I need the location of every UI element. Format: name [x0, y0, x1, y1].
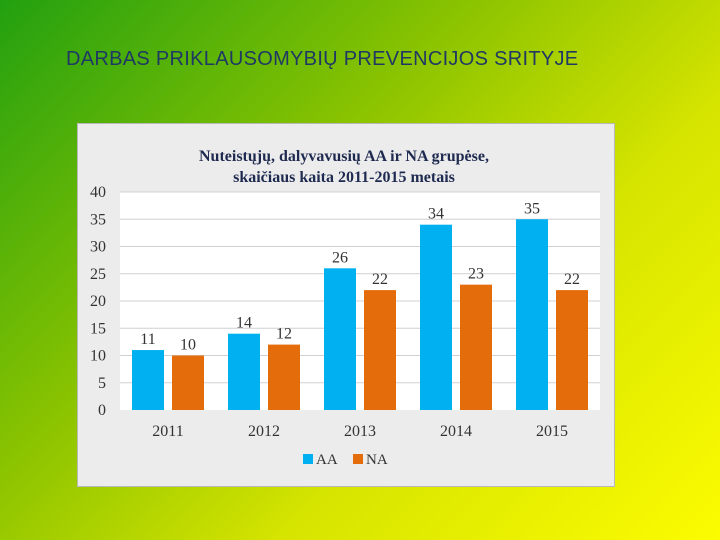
bar-aa-2012	[228, 333, 260, 410]
x-axis-ticks: 2011 2012 2013 2014 2015	[152, 423, 568, 440]
y-tick-label: 40	[90, 184, 106, 201]
y-tick-label: 35	[90, 211, 106, 228]
x-tick-label: 2013	[344, 423, 376, 440]
bar-aa-2014	[420, 224, 452, 410]
y-tick-label: 30	[90, 239, 106, 256]
bar-na-2011	[172, 355, 204, 410]
legend-label-aa: AA	[316, 452, 338, 468]
legend-swatch-na	[353, 454, 363, 464]
data-label: 22	[372, 271, 388, 288]
y-tick-label: 15	[90, 320, 106, 337]
legend-swatch-aa	[303, 454, 313, 464]
bar-na-2015	[556, 290, 588, 410]
data-label: 11	[140, 331, 155, 348]
y-tick-label: 20	[90, 293, 106, 310]
bars	[132, 219, 588, 410]
chart-title-line-1: Nuteistųjų, dalyvavusių AA ir NA grupėse…	[199, 148, 489, 165]
bar-na-2012	[268, 344, 300, 410]
bar-aa-2013	[324, 268, 356, 410]
y-axis-ticks: 0 5 10 15 20 25 30 35 40	[90, 184, 106, 419]
bar-chart: Nuteistųjų, dalyvavusių AA ir NA grupėse…	[90, 148, 600, 468]
data-label: 12	[276, 326, 292, 343]
data-labels: 11 10 14 12 26 22 34 23 35 22	[140, 200, 580, 353]
y-tick-label: 5	[98, 375, 106, 392]
y-tick-label: 10	[90, 348, 106, 365]
legend-label-na: NA	[366, 452, 388, 468]
bar-na-2013	[364, 290, 396, 410]
data-label: 10	[180, 337, 196, 354]
chart-title-line-2: skaičiaus kaita 2011-2015 metais	[233, 169, 455, 186]
data-label: 23	[468, 266, 484, 283]
data-label: 34	[428, 206, 444, 223]
slide-title: DARBAS PRIKLAUSOMYBIŲ PREVENCIJOS SRITYJ…	[66, 48, 579, 70]
data-label: 22	[564, 271, 580, 288]
bar-na-2014	[460, 284, 492, 410]
bar-aa-2011	[132, 350, 164, 410]
x-tick-label: 2012	[248, 423, 280, 440]
x-tick-label: 2011	[152, 423, 183, 440]
x-tick-label: 2015	[536, 423, 568, 440]
x-tick-label: 2014	[440, 423, 472, 440]
data-label: 26	[332, 249, 348, 266]
bar-aa-2015	[516, 219, 548, 410]
legend: AA NA	[303, 452, 388, 468]
y-tick-label: 25	[90, 266, 106, 283]
y-tick-label: 0	[98, 402, 106, 419]
data-label: 14	[236, 315, 252, 332]
chart-frame: Nuteistųjų, dalyvavusių AA ir NA grupėse…	[77, 123, 615, 487]
data-label: 35	[524, 200, 540, 217]
